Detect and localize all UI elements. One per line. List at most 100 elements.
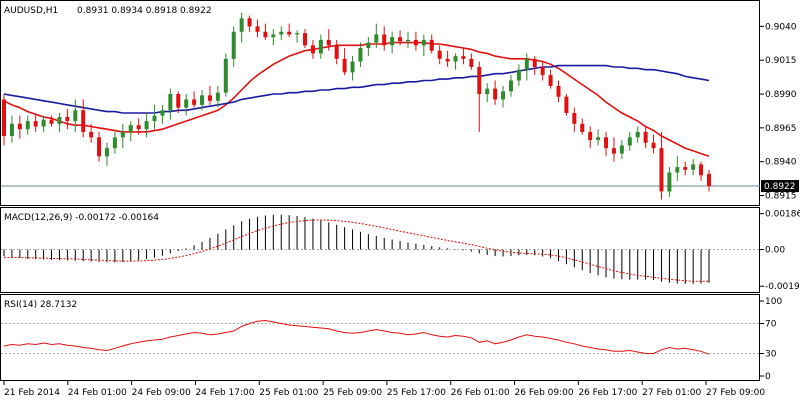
candle (485, 83, 490, 103)
candle (200, 89, 205, 111)
candle-body (413, 39, 418, 46)
candle (366, 37, 371, 57)
macd-tick-label: -0.0019 (765, 282, 800, 292)
candle-body (691, 164, 696, 170)
macd-tick-label: 0.00186 (765, 210, 800, 220)
candle-body (89, 131, 94, 138)
candle (25, 115, 30, 135)
candle-body (65, 117, 70, 122)
rsi-tick-label: 70 (765, 320, 777, 330)
candle (342, 48, 347, 76)
candle (501, 85, 506, 108)
candle-body (279, 31, 284, 35)
candle (303, 29, 308, 49)
current-price-label: 0.8922 (764, 182, 796, 192)
time-axis: 21 Feb 2014 24 Feb 01:00 24 Feb 09:00 24 Fe… (3, 381, 765, 398)
candle-body (699, 164, 704, 176)
candle-body (516, 69, 521, 81)
candle (453, 53, 458, 70)
candle (89, 123, 94, 143)
candle-body (97, 137, 102, 157)
candle-body (223, 58, 228, 93)
candle-body (310, 45, 315, 54)
candle-body (683, 167, 688, 170)
price-tick-label: 0.9015 (765, 56, 797, 66)
candle (255, 19, 260, 38)
candle-body (144, 121, 149, 130)
candle (508, 75, 513, 97)
candle (596, 129, 601, 146)
rsi-tick-label: 100 (765, 297, 782, 307)
candle (128, 121, 133, 142)
candle (176, 91, 181, 113)
candle-body (532, 58, 537, 67)
candle-body (231, 31, 236, 59)
candle (326, 29, 331, 51)
candle (691, 158, 696, 176)
candle-body (374, 34, 379, 43)
candle (540, 61, 545, 81)
rsi-series-line (3, 319, 710, 355)
candle (184, 94, 189, 116)
price-tick-label: 0.8915 (765, 192, 797, 202)
candle (421, 34, 426, 57)
rsi-axis: 100 70 30 0 (760, 297, 782, 382)
candle-body (112, 137, 117, 149)
macd-signal-line (3, 219, 710, 282)
price-header-ohlc: 0.8931 0.8934 0.8918 0.8922 (77, 6, 212, 16)
candle-body (453, 56, 458, 62)
candle (659, 131, 664, 200)
current-price-badge (761, 180, 799, 193)
candle (556, 80, 561, 103)
macd-header: MACD(12,26,9) -0.00172 -0.00164 (4, 213, 159, 223)
candle-body (255, 26, 260, 32)
candle (192, 91, 197, 108)
candle (263, 23, 268, 40)
candle-body (421, 39, 426, 46)
candle (580, 118, 585, 135)
candle-body (176, 94, 181, 108)
candle (548, 69, 553, 89)
macd-panel-frame (0, 207, 760, 293)
candle (215, 85, 220, 108)
time-tick-label: 25 Feb 09:00 (323, 388, 382, 398)
candle (318, 34, 323, 59)
candle-body (2, 99, 6, 136)
price-axis: 0.9040 0.9015 0.8990 0.8965 0.8940 0.89150.89… (760, 22, 799, 202)
price-tick-label: 0.8965 (765, 124, 797, 134)
candle (120, 123, 125, 149)
candle (604, 131, 609, 157)
candle-body (81, 110, 86, 132)
candles (2, 12, 711, 200)
candle-body (136, 125, 141, 130)
candle (144, 112, 149, 138)
candle-body (540, 66, 545, 76)
candle (627, 131, 632, 151)
candle (65, 108, 70, 130)
candle-body (104, 148, 109, 157)
rsi-tick-label: 30 (765, 350, 777, 360)
moving-averages (3, 41, 710, 158)
candle-body (556, 85, 561, 97)
candle (2, 94, 6, 146)
candle-body (643, 131, 648, 143)
candle (699, 161, 704, 181)
candle-body (508, 80, 513, 92)
candle (651, 134, 656, 154)
candle (279, 26, 284, 40)
candle-body (271, 34, 276, 38)
candle (223, 53, 228, 97)
candle-body (192, 99, 197, 105)
candle-body (295, 33, 300, 35)
candle-body (429, 39, 434, 51)
candle-body (398, 37, 403, 42)
rsi-tick-label: 0 (765, 372, 771, 382)
candle-body (168, 94, 173, 111)
candle (683, 161, 688, 176)
rsi-line (1, 319, 760, 355)
candle (57, 112, 62, 132)
candle (619, 140, 624, 159)
time-tick-label: 25 Feb 01:00 (259, 388, 318, 398)
candle (33, 114, 38, 132)
